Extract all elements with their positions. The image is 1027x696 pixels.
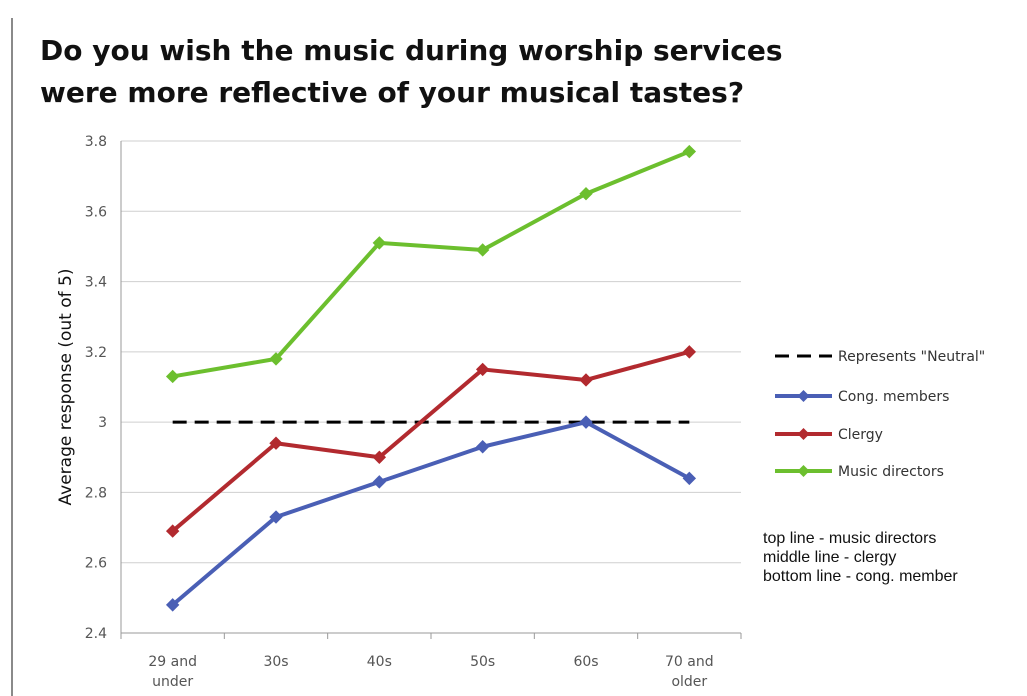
chart-title: Do you wish the music during worship ser… bbox=[40, 30, 783, 114]
data-point-marker bbox=[475, 243, 490, 257]
x-tick-label: 60s bbox=[573, 654, 598, 670]
chart-title-line-2: were more reflective of your musical tas… bbox=[40, 76, 745, 109]
data-point-marker bbox=[682, 144, 697, 159]
y-tick-label: 3 bbox=[98, 415, 107, 431]
data-point-marker bbox=[269, 510, 283, 524]
x-tick-label: 30s bbox=[263, 654, 288, 670]
y-tick-label: 2.4 bbox=[85, 626, 107, 642]
x-tick-label: 40s bbox=[367, 654, 392, 670]
series-line bbox=[172, 149, 691, 379]
note-line-1: top line - music directors bbox=[763, 530, 937, 547]
x-tick-label: under bbox=[152, 674, 193, 690]
note-line-3: bottom line - cong. member bbox=[763, 568, 958, 585]
legend-label: Music directors bbox=[838, 464, 944, 480]
data-point-marker bbox=[372, 450, 387, 464]
note-line-2: middle line - clergy bbox=[763, 549, 897, 566]
y-tick-label: 3.6 bbox=[85, 204, 107, 220]
y-tick-label: 2.8 bbox=[85, 485, 107, 501]
annotation-note: top line - music directors middle line -… bbox=[763, 529, 958, 586]
data-point-marker bbox=[475, 362, 490, 377]
legend-label: Clergy bbox=[838, 427, 883, 443]
data-point-marker bbox=[579, 415, 593, 429]
chart-title-line-1: Do you wish the music during worship ser… bbox=[40, 34, 783, 67]
data-point-marker bbox=[269, 436, 283, 450]
x-tick-label: older bbox=[671, 674, 707, 690]
y-tick-label: 3.2 bbox=[85, 345, 107, 361]
data-point-marker bbox=[579, 373, 593, 387]
legend-label: Cong. members bbox=[838, 389, 949, 405]
data-point-marker bbox=[475, 440, 490, 454]
y-tick-label: 2.6 bbox=[85, 556, 107, 572]
legend-swatch-marker bbox=[797, 390, 810, 402]
x-tick-label: 29 and bbox=[148, 654, 197, 670]
x-tick-label: 50s bbox=[470, 654, 495, 670]
data-point-marker bbox=[165, 369, 180, 384]
series-line bbox=[171, 349, 690, 533]
data-point-marker bbox=[579, 187, 593, 201]
left-border-line bbox=[11, 18, 13, 696]
series-line bbox=[171, 420, 691, 607]
legend-label-neutral: Represents "Neutral" bbox=[838, 349, 985, 365]
y-axis-label: Average response (out of 5) bbox=[56, 269, 76, 506]
data-point-marker bbox=[269, 352, 283, 366]
legend-swatch-marker bbox=[797, 465, 810, 477]
y-tick-label: 3.8 bbox=[85, 134, 107, 150]
data-point-marker bbox=[165, 524, 180, 538]
data-point-marker bbox=[372, 236, 387, 250]
data-point-marker bbox=[372, 475, 387, 489]
data-point-marker bbox=[682, 345, 697, 359]
data-point-marker bbox=[682, 471, 697, 486]
data-point-marker bbox=[165, 598, 180, 612]
x-tick-label: 70 and bbox=[665, 654, 714, 670]
y-tick-label: 3.4 bbox=[85, 275, 107, 291]
legend-swatch-marker bbox=[797, 428, 810, 440]
